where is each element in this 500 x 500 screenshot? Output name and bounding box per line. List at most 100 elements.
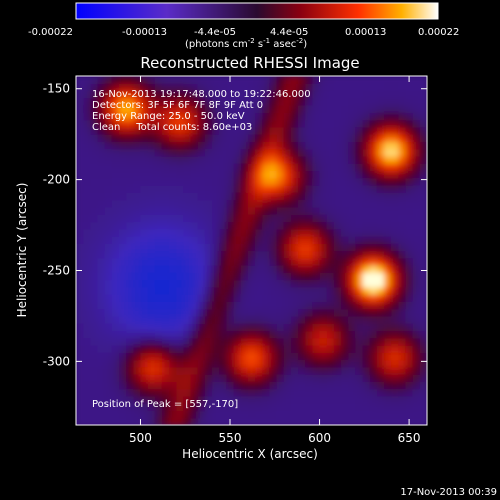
heatmap-cell [111,265,120,273]
heatmap-cell [197,170,206,179]
heatmap-cell [319,294,328,302]
heatmap-cell [283,410,292,419]
heatmap-cell [90,177,99,186]
heatmap-cell [219,134,228,143]
heatmap-cell [212,395,220,404]
heatmap-cell [126,177,134,186]
heatmap-cell [90,395,99,404]
heatmap-cell [90,105,99,113]
heatmap-cell [269,214,278,223]
heatmap-cell [247,265,256,273]
heatmap-cell [90,97,99,106]
heatmap-cell [240,315,249,324]
heatmap-cell [298,337,306,346]
heatmap-cell [412,148,421,157]
heatmap-cell [255,177,263,186]
heatmap-cell [419,323,427,332]
heatmap-cell [111,250,120,259]
heatmap-cell [140,221,149,230]
heatmap-cell [283,141,292,150]
heatmap-cell [319,403,328,412]
heatmap-cell [398,345,407,353]
heatmap-cell [319,243,328,252]
heatmap-cell [398,214,407,223]
heatmap-cell [90,352,99,361]
heatmap-cell [176,374,185,382]
heatmap-cell [283,345,292,353]
heatmap-cell [204,199,213,208]
heatmap-cell [384,345,392,353]
heatmap-cell [305,119,313,128]
heatmap-cell [197,119,206,128]
heatmap-cell [219,90,228,99]
heatmap-cell [197,272,206,281]
heatmap-cell [412,272,421,281]
heatmap-cell [369,250,378,259]
heatmap-cell [161,388,170,397]
heatmap-cell [333,345,342,353]
heatmap-cell [190,330,199,339]
heatmap-cell [169,366,177,375]
heatmap-cell [312,330,321,339]
heatmap-cell [298,257,306,266]
heatmap-cell [183,395,192,404]
heatmap-cell [348,345,356,353]
heatmap-cell [169,403,177,412]
heatmap-cell [333,90,342,99]
heatmap-cell [212,112,220,121]
heatmap-cell [305,388,313,397]
heatmap-cell [183,235,192,244]
heatmap-cell [384,206,392,215]
heatmap-cell [104,330,113,339]
heatmap-cell [90,388,99,397]
heatmap-cell [169,228,177,237]
heatmap-cell [341,250,349,259]
heatmap-cell [290,323,299,332]
heatmap-cell [118,330,127,339]
heatmap-cell [333,119,342,128]
heatmap-cell [83,272,91,281]
heatmap-cell [97,126,106,135]
heatmap-cell [83,286,91,295]
heatmap-cell [391,243,399,252]
heatmap-cell [362,395,371,404]
heatmap-cell [83,410,91,419]
heatmap-cell [376,250,385,259]
heatmap-cell [369,214,378,223]
heatmap-cell [333,105,342,113]
heatmap-cell [369,97,378,106]
heatmap-cell [133,323,142,332]
heatmap-cell [276,257,285,266]
heatmap-cell [376,105,385,113]
heatmap-cell [398,294,407,302]
heatmap-cell [126,366,134,375]
heatmap-cell [391,323,399,332]
heatmap-cell [319,265,328,273]
heatmap-cell [312,308,321,317]
heatmap-cell [190,221,199,230]
heatmap-cell [197,381,206,390]
heatmap-cell [147,105,156,113]
heatmap-cell [255,417,263,425]
heatmap-cell [204,192,213,201]
heatmap-cell [312,301,321,310]
heatmap-cell [412,410,421,419]
heatmap-cell [305,250,313,259]
heatmap-cell [83,235,91,244]
heatmap-cell [283,214,292,223]
heatmap-cell [362,337,371,346]
heatmap-cell [76,279,84,288]
heatmap-cell [97,374,106,382]
heatmap-cell [97,112,106,121]
heatmap-cell [183,323,192,332]
heatmap-cell [405,403,414,412]
annotation-detectors: Detectors: 3F 5F 6F 7F 8F 9F Att 0 [92,100,263,111]
heatmap-cell [90,403,99,412]
heatmap-cell [161,315,170,324]
heatmap-cell [111,112,120,121]
heatmap-cell [326,381,335,390]
heatmap-cell [233,163,242,172]
heatmap-cell [240,257,249,266]
heatmap-cell [118,192,127,201]
heatmap-cell [290,301,299,310]
